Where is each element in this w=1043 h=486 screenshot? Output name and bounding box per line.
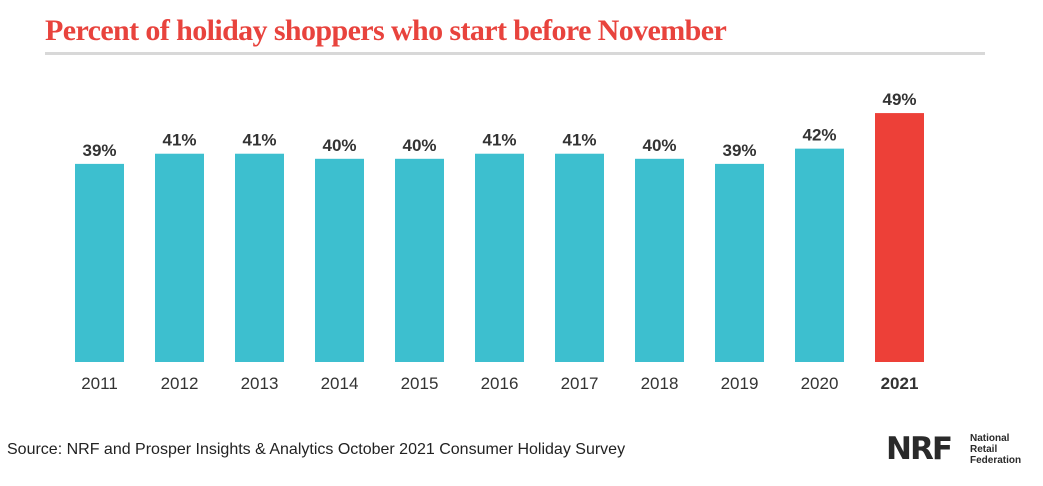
x-tick-label-2021: 2021 bbox=[881, 374, 919, 393]
x-tick-label-2014: 2014 bbox=[321, 374, 359, 393]
chart-title: Percent of holiday shoppers who start be… bbox=[45, 14, 727, 47]
logo-mark: NRF bbox=[886, 431, 953, 467]
bar-2013 bbox=[235, 153, 284, 362]
value-label-2021: 49% bbox=[882, 90, 916, 109]
value-label-2016: 41% bbox=[482, 131, 516, 150]
value-label-2018: 40% bbox=[642, 136, 676, 155]
value-label-2013: 41% bbox=[242, 131, 276, 150]
logo-line-retail: Retail bbox=[970, 444, 998, 455]
x-tick-label-2011: 2011 bbox=[81, 374, 118, 393]
logo-wordmark: National Retail Federation bbox=[970, 433, 1021, 466]
bar-2018 bbox=[635, 158, 684, 362]
value-label-2014: 40% bbox=[322, 136, 356, 155]
x-tick-label-2019: 2019 bbox=[721, 374, 759, 393]
bar-2016 bbox=[475, 153, 524, 362]
title-divider bbox=[45, 52, 985, 55]
bar-2011 bbox=[75, 163, 124, 362]
bar-2014 bbox=[315, 158, 364, 362]
logo-line-national: National bbox=[970, 433, 1010, 444]
bar-2015 bbox=[395, 158, 444, 362]
bar-2021 bbox=[875, 113, 924, 362]
bar-2019 bbox=[715, 163, 764, 362]
value-label-2019: 39% bbox=[722, 141, 756, 160]
source-note: Source: NRF and Prosper Insights & Analy… bbox=[7, 441, 626, 458]
value-label-2015: 40% bbox=[402, 136, 436, 155]
x-tick-label-2018: 2018 bbox=[641, 374, 679, 393]
bar-2017 bbox=[555, 153, 604, 362]
value-label-2020: 42% bbox=[802, 126, 836, 145]
x-tick-label-2012: 2012 bbox=[161, 374, 199, 393]
value-label-2011: 39% bbox=[82, 141, 116, 160]
x-tick-label-2013: 2013 bbox=[241, 374, 279, 393]
x-tick-label-2020: 2020 bbox=[801, 374, 839, 393]
nrf-logo: NRF National Retail Federation bbox=[886, 432, 1026, 466]
bar-chart: 39% 2011 41% 2012 41% 2013 40% 2014 40% 2015 41% 20… bbox=[75, 90, 924, 393]
value-label-2012: 41% bbox=[162, 131, 196, 150]
bar-2012 bbox=[155, 153, 204, 362]
x-tick-label-2017: 2017 bbox=[561, 374, 599, 393]
x-tick-label-2016: 2016 bbox=[481, 374, 519, 393]
value-label-2017: 41% bbox=[562, 131, 596, 150]
x-tick-label-2015: 2015 bbox=[401, 374, 439, 393]
logo-line-federation: Federation bbox=[970, 455, 1022, 466]
bar-2020 bbox=[795, 148, 844, 362]
